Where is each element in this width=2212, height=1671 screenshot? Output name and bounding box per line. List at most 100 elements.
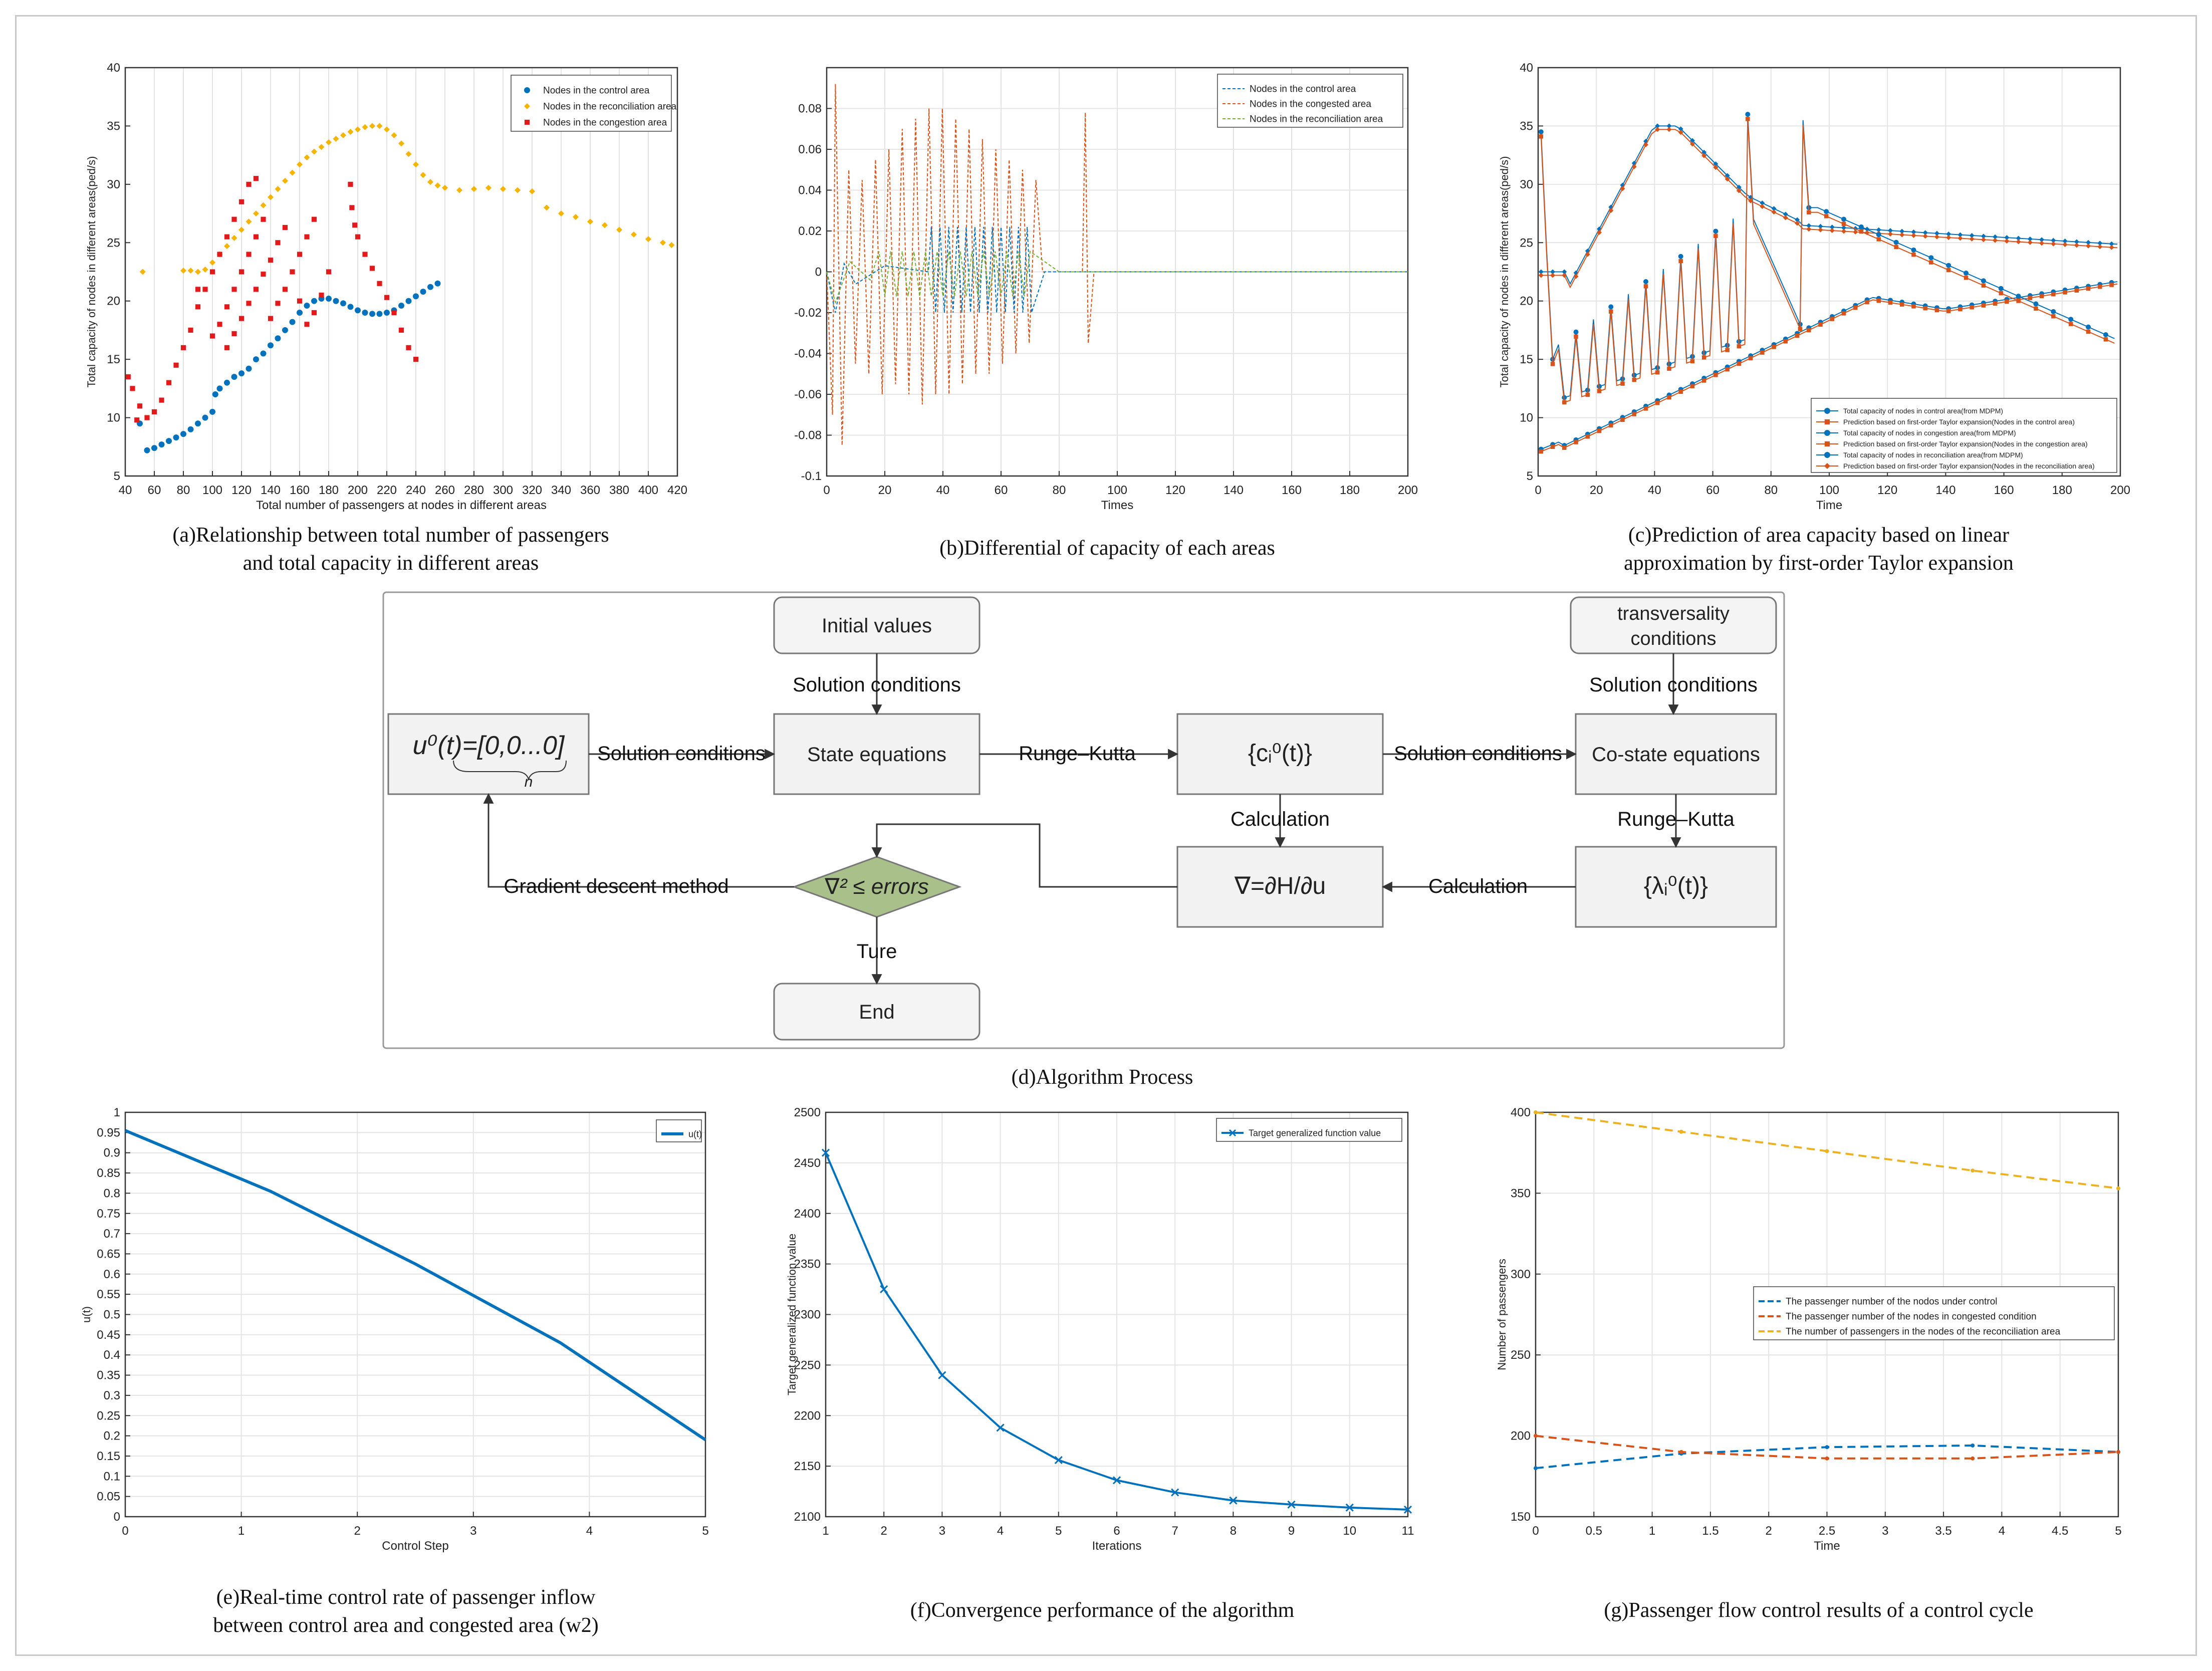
data-point <box>668 242 675 248</box>
data-point <box>1911 304 1916 309</box>
y-tick-label: 0.2 <box>104 1429 120 1443</box>
data-point <box>1853 305 1858 310</box>
data-point <box>1841 228 1847 234</box>
data-point <box>376 311 383 317</box>
data-point <box>398 303 404 309</box>
data-point <box>1806 226 1812 232</box>
data-point <box>282 327 288 333</box>
data-point <box>319 292 324 298</box>
x-tick-label: 20 <box>878 484 892 497</box>
data-point <box>347 129 354 135</box>
x-tick-label: 5 <box>1055 1524 1062 1538</box>
data-point <box>1534 1110 1538 1114</box>
data-point <box>180 345 186 350</box>
data-point <box>1228 1129 1237 1137</box>
x-tick-label: 2.5 <box>1819 1524 1835 1538</box>
data-point <box>1538 269 1544 275</box>
x-axis-label: Time <box>1814 1539 1840 1553</box>
data-point <box>1667 395 1671 400</box>
data-point <box>245 365 252 372</box>
y-tick-label: 0.4 <box>104 1348 120 1362</box>
end-box-label: End <box>859 1001 894 1023</box>
data-point <box>238 269 244 275</box>
x-axis-label: Total number of passengers at nodes in d… <box>256 499 547 512</box>
data-point <box>173 434 179 441</box>
data-point <box>304 322 310 327</box>
flowchart-frame <box>382 591 1785 1049</box>
data-point <box>137 403 143 409</box>
data-point <box>1550 269 1556 275</box>
data-point <box>1725 348 1730 352</box>
y-tick-label: 5 <box>114 469 120 483</box>
data-point <box>362 124 368 130</box>
data-point <box>1899 232 1905 237</box>
data-point <box>1824 209 1829 214</box>
x-axis-label: Control Step <box>382 1539 448 1553</box>
data-point <box>2051 292 2056 297</box>
plot-border <box>124 67 678 477</box>
data-point <box>1713 228 1718 234</box>
chart-b: 0 20 40 60 80 100 120 140 160 180 200 -0.1 -0.08 -0.0… <box>794 67 1418 512</box>
y-tick-label: 5 <box>1527 469 1533 483</box>
data-point <box>1745 112 1751 117</box>
y-tick-label: 30 <box>107 178 120 191</box>
data-point <box>166 380 172 385</box>
series-line <box>1541 129 2118 289</box>
data-point <box>2068 322 2073 326</box>
gradient-box-label: ∇=∂H/∂u <box>1234 873 1326 899</box>
legend-box <box>1811 398 2117 473</box>
data-point <box>246 301 252 306</box>
data-point <box>224 304 230 310</box>
data-point <box>1534 1434 1538 1438</box>
data-point <box>1922 230 1928 235</box>
x-tick-label: 60 <box>1706 484 1719 497</box>
x-tick-label: 40 <box>936 484 950 497</box>
x-tick-label: 0 <box>1532 1524 1539 1538</box>
c0-box-label: {cᵢ⁰(t)} <box>1248 740 1312 767</box>
x-tick-label: 1 <box>822 1524 829 1538</box>
y-tick-label: 20 <box>107 295 120 308</box>
y-tick-label: 0.75 <box>97 1207 120 1221</box>
data-point <box>485 184 491 191</box>
y-tick-label: 0.95 <box>97 1126 120 1139</box>
y-tick-label: 1 <box>114 1106 120 1119</box>
y-tick-label: 20 <box>1520 295 1533 308</box>
caption-b: (b)Differential of capacity of each area… <box>939 537 1275 560</box>
data-point <box>1876 237 1881 242</box>
data-point <box>1888 300 1893 305</box>
x-tick-label: 40 <box>1648 484 1661 497</box>
edge-label-ture: Ture <box>857 940 897 963</box>
data-point <box>1771 206 1777 211</box>
y-tick-label: 0.9 <box>104 1146 120 1160</box>
data-point <box>1969 236 1975 242</box>
x-tick-label: 11 <box>1402 1524 1414 1538</box>
data-point <box>224 243 230 250</box>
data-point <box>1824 214 1829 218</box>
legend-box <box>511 75 672 132</box>
data-point <box>1999 291 2004 296</box>
data-point <box>209 259 215 266</box>
data-point <box>1550 444 1555 449</box>
x-tick-label: 400 <box>638 484 658 497</box>
data-point <box>304 234 310 240</box>
data-point <box>384 126 390 133</box>
c0-box <box>1176 713 1384 795</box>
x-tick-label: 1.5 <box>1702 1524 1718 1538</box>
data-point <box>260 202 267 208</box>
x-tick-label: 180 <box>1340 484 1360 497</box>
chart-c: 0 20 40 60 80 100 120 140 160 180 200 5 10 15 20 25 30 35… <box>1498 61 2130 512</box>
data-point <box>253 176 259 181</box>
y-axis-label: Target generalized function value <box>786 1234 798 1395</box>
data-point <box>2086 324 2091 330</box>
data-point <box>1894 245 1898 250</box>
data-point <box>1911 232 1916 238</box>
data-point <box>1888 228 1893 233</box>
data-point <box>2033 301 2039 307</box>
data-point <box>1829 224 1835 230</box>
chart-g: 0 0.5 1 1.5 2 2.5 3 3.5 4 4.5 5 150 200 250 300 350 400 T… <box>1496 1106 2122 1553</box>
data-point <box>1998 286 2004 291</box>
x-tick-label: 380 <box>609 484 629 497</box>
data-point <box>1534 1466 1538 1471</box>
y-tick-label: 0.7 <box>104 1227 120 1241</box>
data-point <box>130 386 135 391</box>
